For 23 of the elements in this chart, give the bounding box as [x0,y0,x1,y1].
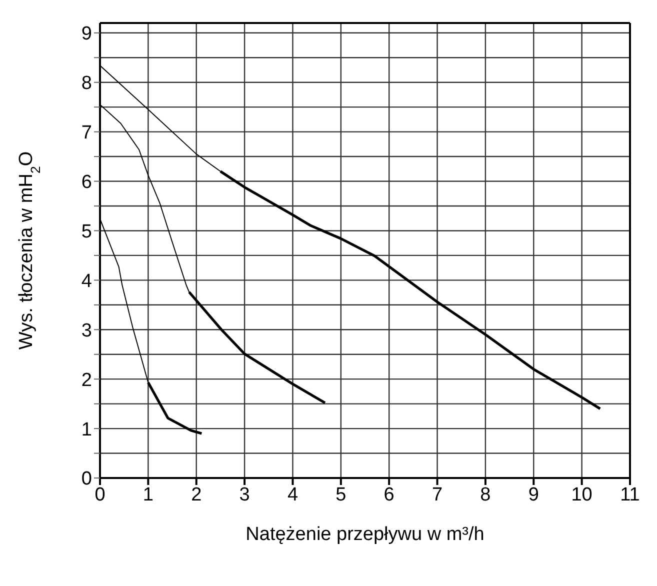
y-tick-label: 2 [81,370,92,391]
y-tick-label: 7 [81,122,92,144]
y-tick-label: 4 [81,270,92,292]
x-tick-label: 6 [384,484,394,506]
y-tick-label: 9 [81,24,92,45]
x-tick-label: 2 [191,484,202,506]
x-tick-label: 0 [94,484,106,506]
y-tick-label: 1 [81,419,92,440]
y-tick-label: 8 [81,73,92,94]
x-tick-label: 11 [620,484,640,506]
x-tick-label: 8 [480,484,491,506]
x-axis-title: Natężenie przepływu w m³/h [246,524,484,545]
x-tick-label: 9 [528,484,539,506]
x-tick-label: 7 [432,484,443,506]
y-tick-label: 5 [81,221,92,242]
y-tick-label: 0 [81,468,92,490]
x-tick-label: 4 [287,484,298,506]
x-tick-label: 3 [239,484,250,506]
x-tick-label: 1 [142,484,154,506]
y-tick-label: 3 [81,320,92,342]
y-tick-label: 6 [81,172,92,194]
x-tick-label: 5 [336,484,346,506]
x-tick-label: 10 [571,484,592,506]
